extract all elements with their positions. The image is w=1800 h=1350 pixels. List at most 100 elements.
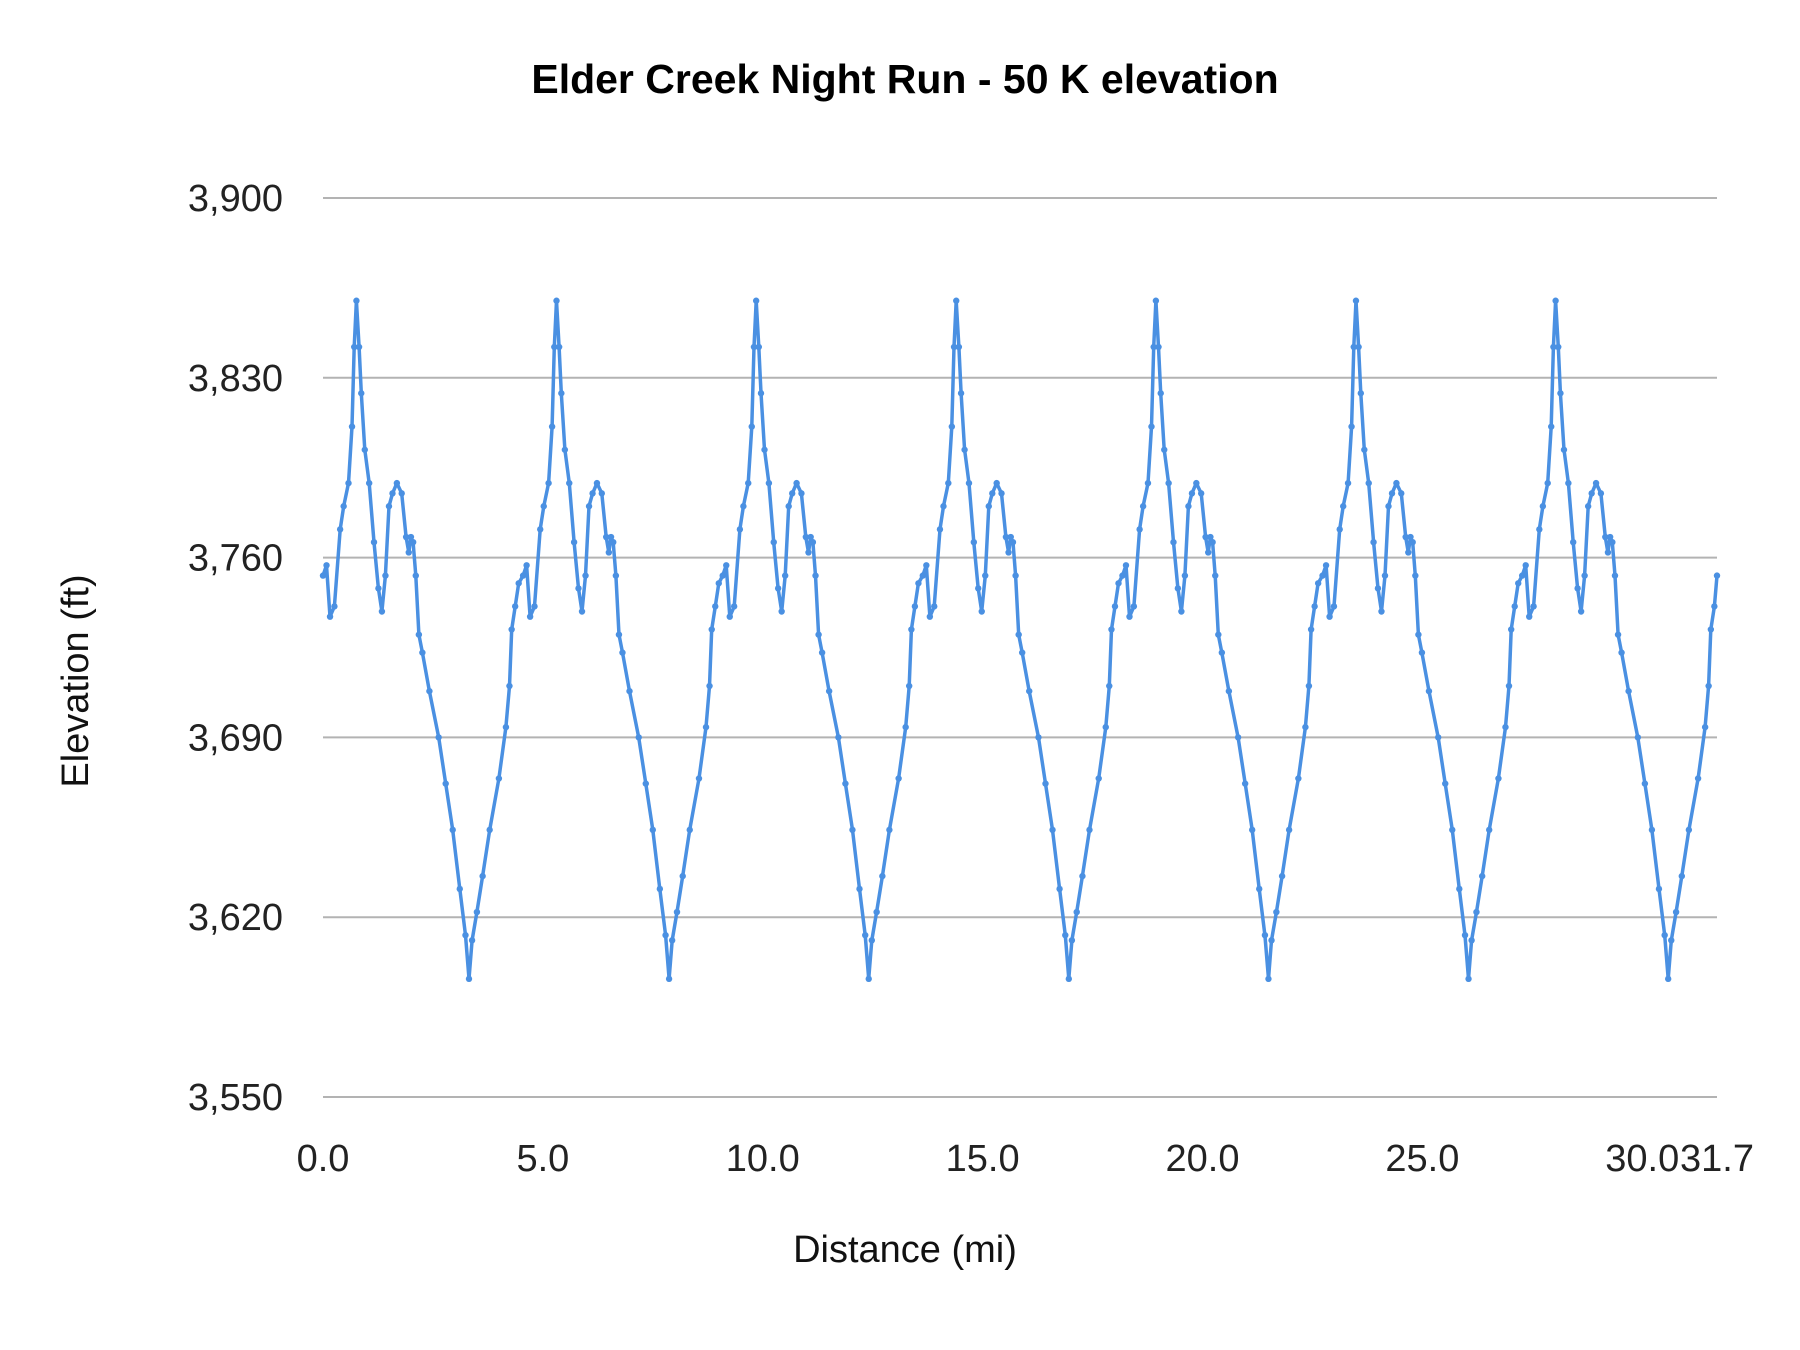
x-tick-label: 15.0: [946, 1138, 1020, 1180]
data-point: [1002, 533, 1010, 541]
data-point: [385, 503, 393, 510]
data-point: [1178, 608, 1185, 615]
data-point: [389, 490, 396, 497]
data-point: [635, 734, 642, 741]
data-point: [523, 562, 530, 569]
data-point: [1150, 343, 1157, 351]
data-point: [1544, 479, 1551, 487]
data-point: [1502, 723, 1509, 731]
data-point: [1378, 608, 1385, 615]
data-point: [923, 562, 930, 569]
data-point: [865, 975, 872, 983]
data-point: [1148, 423, 1155, 430]
data-point: [908, 626, 915, 633]
data-point: [957, 390, 965, 397]
data-point: [726, 613, 733, 620]
data-point: [1661, 931, 1668, 939]
data-point: [953, 297, 960, 304]
data-point: [1570, 538, 1577, 546]
data-point: [1268, 937, 1275, 944]
data-point: [598, 490, 605, 497]
data-point: [1713, 572, 1721, 579]
data-point: [1336, 526, 1343, 533]
data-point: [537, 526, 544, 533]
data-point: [382, 572, 389, 579]
y-axis-label: Elevation (ft): [55, 574, 97, 787]
data-point: [1111, 603, 1119, 610]
data-point: [1398, 490, 1405, 497]
data-point: [456, 885, 463, 893]
data-point: [815, 631, 822, 638]
chart-title: Elder Creek Night Run - 50 K elevation: [531, 56, 1278, 102]
data-point: [642, 780, 649, 787]
data-point: [415, 631, 423, 638]
data-point: [761, 446, 768, 453]
data-point: [1456, 885, 1463, 893]
data-point: [593, 479, 601, 487]
data-point: [1322, 562, 1330, 569]
data-point: [911, 603, 919, 610]
data-point: [1701, 723, 1709, 731]
data-point: [1357, 390, 1365, 397]
data-point: [378, 608, 386, 615]
data-point: [612, 572, 620, 579]
data-point: [526, 613, 534, 620]
data-point: [1668, 937, 1675, 944]
data-point: [1405, 549, 1412, 556]
data-point: [1606, 533, 1614, 541]
data-point: [348, 423, 356, 430]
data-point: [1285, 826, 1293, 834]
data-point: [1393, 479, 1400, 487]
data-point: [582, 572, 589, 579]
data-point: [770, 538, 777, 546]
data-point: [1049, 826, 1056, 834]
data-point: [566, 479, 573, 487]
data-point: [1009, 538, 1017, 546]
data-point: [856, 885, 863, 893]
data-point: [1381, 572, 1389, 579]
data-point: [465, 975, 473, 983]
data-point: [807, 533, 814, 541]
data-point: [626, 687, 633, 695]
data-point: [1256, 885, 1263, 893]
data-point: [602, 533, 610, 541]
data-point: [336, 526, 344, 533]
data-point: [656, 885, 664, 893]
data-point: [1550, 343, 1557, 351]
data-point: [1678, 872, 1686, 880]
data-point: [1079, 872, 1086, 880]
data-point: [519, 572, 527, 579]
data-point: [1170, 538, 1177, 546]
data-point: [936, 526, 944, 533]
data-point: [1330, 603, 1338, 610]
data-point: [740, 503, 747, 510]
data-point: [1588, 490, 1595, 497]
data-point: [1248, 826, 1256, 834]
data-point: [1664, 975, 1672, 983]
x-tick-label: 25.0: [1385, 1138, 1459, 1180]
data-point: [752, 297, 760, 304]
data-point: [1609, 538, 1616, 546]
data-point: [993, 479, 1000, 487]
data-point: [1295, 775, 1302, 782]
data-point: [1193, 479, 1200, 487]
data-point: [1361, 446, 1368, 453]
data-point: [575, 585, 582, 592]
data-point: [1611, 572, 1619, 579]
data-point: [708, 626, 715, 633]
data-point: [1062, 931, 1069, 939]
data-point: [926, 613, 934, 620]
data-point: [607, 533, 615, 541]
data-point: [540, 503, 547, 510]
data-point: [1042, 780, 1049, 787]
data-point: [774, 585, 782, 592]
data-point: [679, 872, 686, 880]
data-point: [375, 585, 382, 592]
y-tick-label: 3,620: [188, 897, 283, 939]
data-point: [1435, 734, 1442, 741]
data-point: [1352, 297, 1360, 304]
data-point: [879, 872, 886, 880]
data-point: [673, 908, 681, 916]
data-point: [715, 580, 722, 587]
data-point: [886, 826, 893, 834]
